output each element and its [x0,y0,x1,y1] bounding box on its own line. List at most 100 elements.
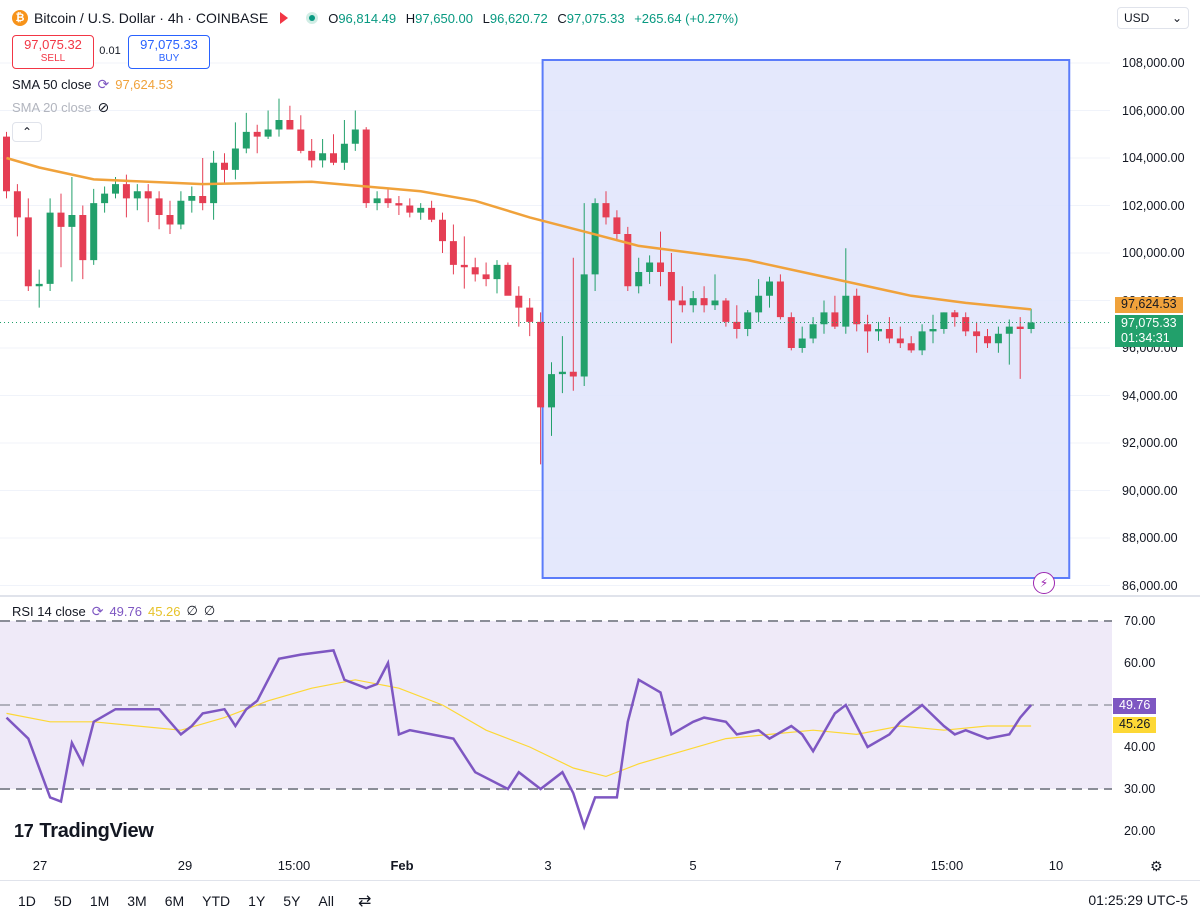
candle-down [602,203,610,218]
candle-up [319,153,327,161]
candle-down [853,295,861,325]
candle-down [144,191,152,199]
candle-down [787,317,795,348]
selection-rectangle[interactable] [541,59,1071,579]
candle-up [340,143,348,163]
candle-up [101,193,109,204]
timeframe-button[interactable]: 1Y [248,893,266,909]
candle-down [330,153,337,163]
rsi-tick: 20.00 [1124,824,1156,838]
timeframe-button[interactable]: 3M [127,893,147,909]
sma50-line [6,156,1032,311]
candle-down [155,198,163,215]
timeframe-button[interactable]: 6M [164,893,185,909]
sma50-price-label: 97,624.53 [1115,297,1183,313]
candle-up [875,329,882,332]
tradingview-logo[interactable]: 17 TradingView [14,820,154,843]
candlestick-series [3,98,1035,465]
rsi-tick: 60.00 [1124,656,1156,670]
bar-countdown: 01:34:31 [1121,331,1170,345]
candle-down [504,264,512,296]
candle-down [831,312,839,327]
timeframe-button[interactable]: 1D [18,893,36,909]
candle-up [929,329,937,332]
candle-up [994,333,1002,344]
candle-up [275,120,283,130]
candle-up [766,281,773,296]
time-tick: 3 [544,858,552,873]
timeframe-button[interactable]: 5Y [283,893,301,909]
flag-icon[interactable] [280,12,289,24]
candle-down [667,272,675,301]
candle-up [373,198,381,204]
lightning-icon[interactable]: ⚡ [1033,572,1055,594]
date-range-icon[interactable]: ⇄ [357,893,372,910]
last-price-label: 97,075.33 01:34:31 [1115,315,1183,347]
candle-down [449,241,457,265]
candle-down [733,321,741,329]
timeframe-button[interactable]: YTD [202,893,231,909]
candle-down [24,217,32,287]
timeframe-button[interactable]: All [318,893,334,909]
candle-down [678,300,686,306]
sma20-label: SMA 20 close [12,99,92,115]
symbol-header[interactable]: ₿ Bitcoin / U.S. Dollar · 4h · COINBASE … [12,8,738,28]
rsi-ma-value-label: 45.26 [1113,717,1157,733]
candle-down [482,274,490,280]
time-tick: 5 [689,858,697,873]
rsi-label: RSI 14 close [12,603,86,619]
hidden-eye-icon[interactable]: ⊘ [97,98,110,115]
collapse-legend-button[interactable]: ⌃ [12,122,42,142]
time-tick: 10 [1048,858,1064,873]
candle-down [286,120,294,130]
sell-button[interactable]: 97,075.32 SELL [12,35,94,69]
candle-down [384,198,392,204]
candle-up [918,331,926,351]
sma50-legend[interactable]: SMA 50 close ⟳ 97,624.53 [12,75,173,93]
time-tick: 29 [177,858,193,873]
rsi-ma-line [6,679,1032,778]
candle-up [1005,326,1013,334]
ohlc-high: 97,650.00 [415,10,474,26]
timeframe-button[interactable]: 5D [53,893,72,909]
buy-button[interactable]: 97,075.33 BUY [128,35,210,69]
data-window-icon[interactable]: ⟳ [97,75,110,92]
currency-select[interactable]: USD ⌄ [1117,7,1189,29]
candle-down [428,207,436,220]
candle-up [188,196,196,201]
candle-up [820,312,828,325]
rsi-legend[interactable]: RSI 14 close ⟳ 49.76 45.26 ∅ ∅ [12,602,215,620]
data-window-icon[interactable]: ⟳ [91,602,104,619]
clock[interactable]: 01:25:29 UTC-5 [1088,892,1188,908]
candle-down [471,267,479,275]
ohlc-high-key: H [405,10,416,26]
candle-down [973,331,981,337]
candle-up [635,272,643,287]
candle-down [362,129,370,204]
candle-down [1016,326,1024,329]
gear-icon[interactable]: ⚙ [1150,858,1163,874]
symbol-title[interactable]: Bitcoin / U.S. Dollar · 4h · COINBASE [34,10,269,26]
candle-down [460,264,468,268]
price-tick: 106,000.00 [1122,103,1185,118]
price-tick: 104,000.00 [1122,151,1185,165]
candle-up [798,338,806,348]
price-tick: 100,000.00 [1122,246,1185,260]
candle-down [57,212,65,227]
tradingview-wordmark: TradingView [39,820,154,842]
candle-up [711,300,719,306]
rsi-value-label: 49.76 [1113,698,1157,714]
candle-down [776,281,784,318]
time-tick: 27 [32,858,48,873]
price-tick: 88,000.00 [1122,531,1178,545]
ohlc-low: 96,620.72 [489,10,548,26]
timeframe-button[interactable]: 1M [89,893,110,909]
candle-up [809,324,817,339]
candle-down [199,196,207,204]
rsi-pane [0,620,1112,790]
sma20-legend[interactable]: SMA 20 close ⊘ [12,98,115,116]
ohlc-change: +265.64 (+0.27%) [634,10,739,26]
rsi-tick: 30.00 [1124,782,1156,796]
candle-down [439,219,446,242]
